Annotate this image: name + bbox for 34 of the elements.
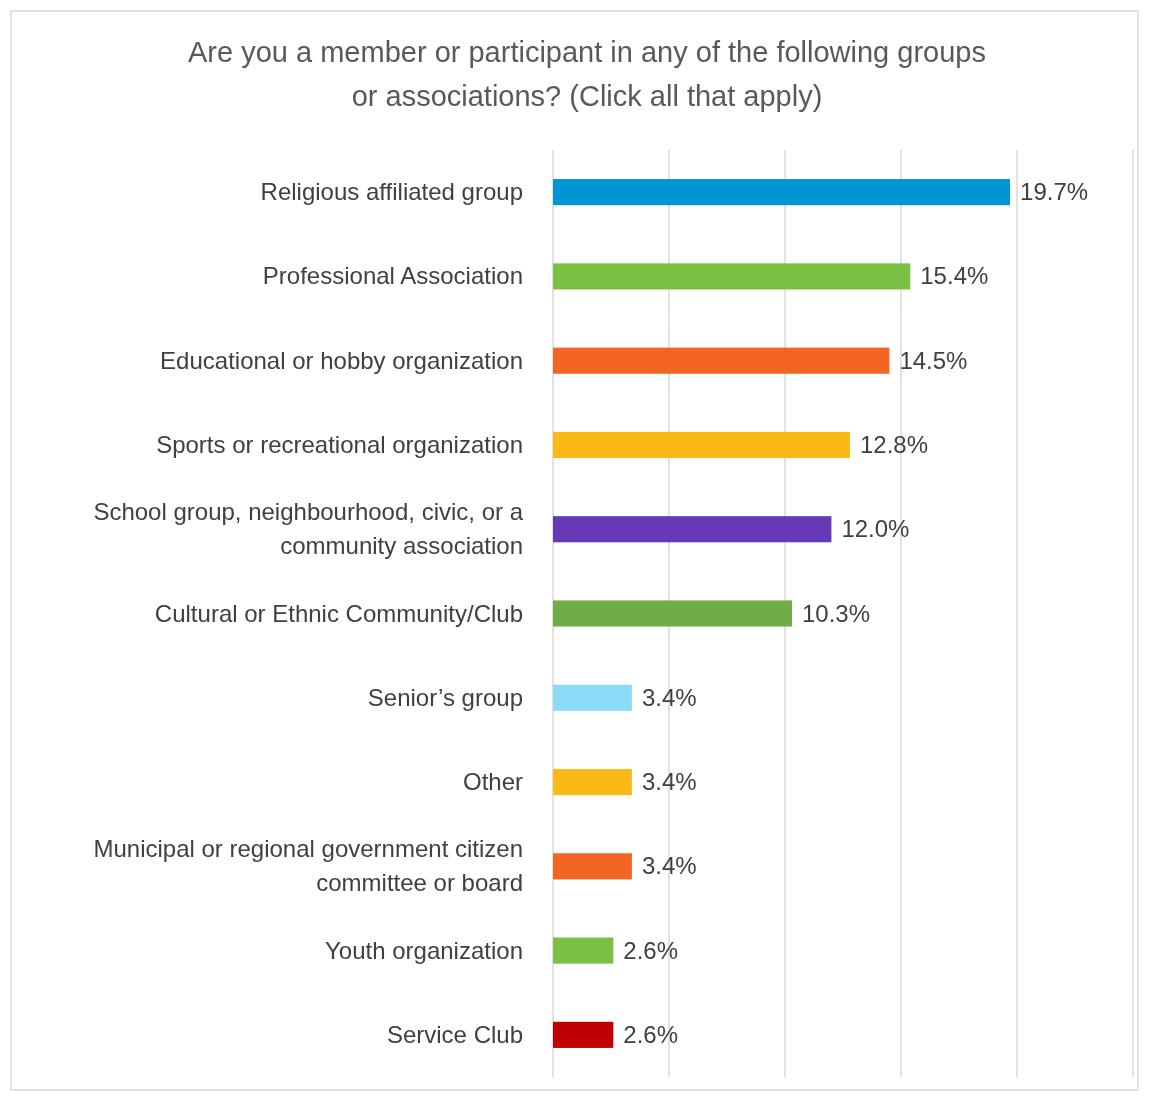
data-label: 15.4%	[920, 262, 989, 290]
data-label: 14.5%	[899, 346, 968, 374]
y-tick-label: Municipal or regional government citizen committee or board	[93, 835, 523, 897]
data-label: 19.7%	[1020, 178, 1089, 206]
data-label: 3.4%	[641, 852, 697, 880]
y-tick-label: Professional Association	[262, 262, 523, 290]
bar	[553, 600, 792, 627]
y-tick-label: Religious affiliated group	[260, 178, 523, 206]
bar	[553, 431, 850, 459]
bar	[553, 516, 832, 543]
data-label: 10.3%	[801, 599, 871, 627]
data-label: 3.4%	[641, 683, 697, 711]
data-label: 3.4%	[641, 768, 697, 796]
y-tick-label: Sports or recreational organization	[156, 430, 523, 458]
bar	[553, 179, 1011, 206]
y-tick-label: Other	[462, 768, 523, 796]
y-tick-label: Service Club	[386, 1020, 523, 1048]
data-label: 12.0%	[841, 515, 910, 543]
data-label: 2.6%	[623, 1020, 679, 1048]
bar	[553, 1021, 614, 1048]
y-tick-label: Educational or hobby organization	[160, 346, 523, 374]
bar	[553, 768, 632, 796]
bar	[553, 263, 911, 290]
y-tick-label: Cultural or Ethnic Community/Club	[154, 599, 523, 627]
chart-title: Are you a member or participant in any of the following groups or associations? (Click all that apply)	[188, 36, 986, 112]
y-tick-label: Youth organization	[325, 936, 523, 964]
bar	[553, 684, 632, 711]
data-label: 12.8%	[859, 430, 929, 458]
y-tick-label: Senior’s group	[367, 683, 523, 711]
bar	[553, 937, 614, 964]
data-label: 2.6%	[623, 936, 679, 964]
y-tick-label: School group, neighbourhood, civic, or a community association	[93, 498, 524, 560]
bar	[553, 853, 632, 880]
bar	[553, 347, 890, 374]
